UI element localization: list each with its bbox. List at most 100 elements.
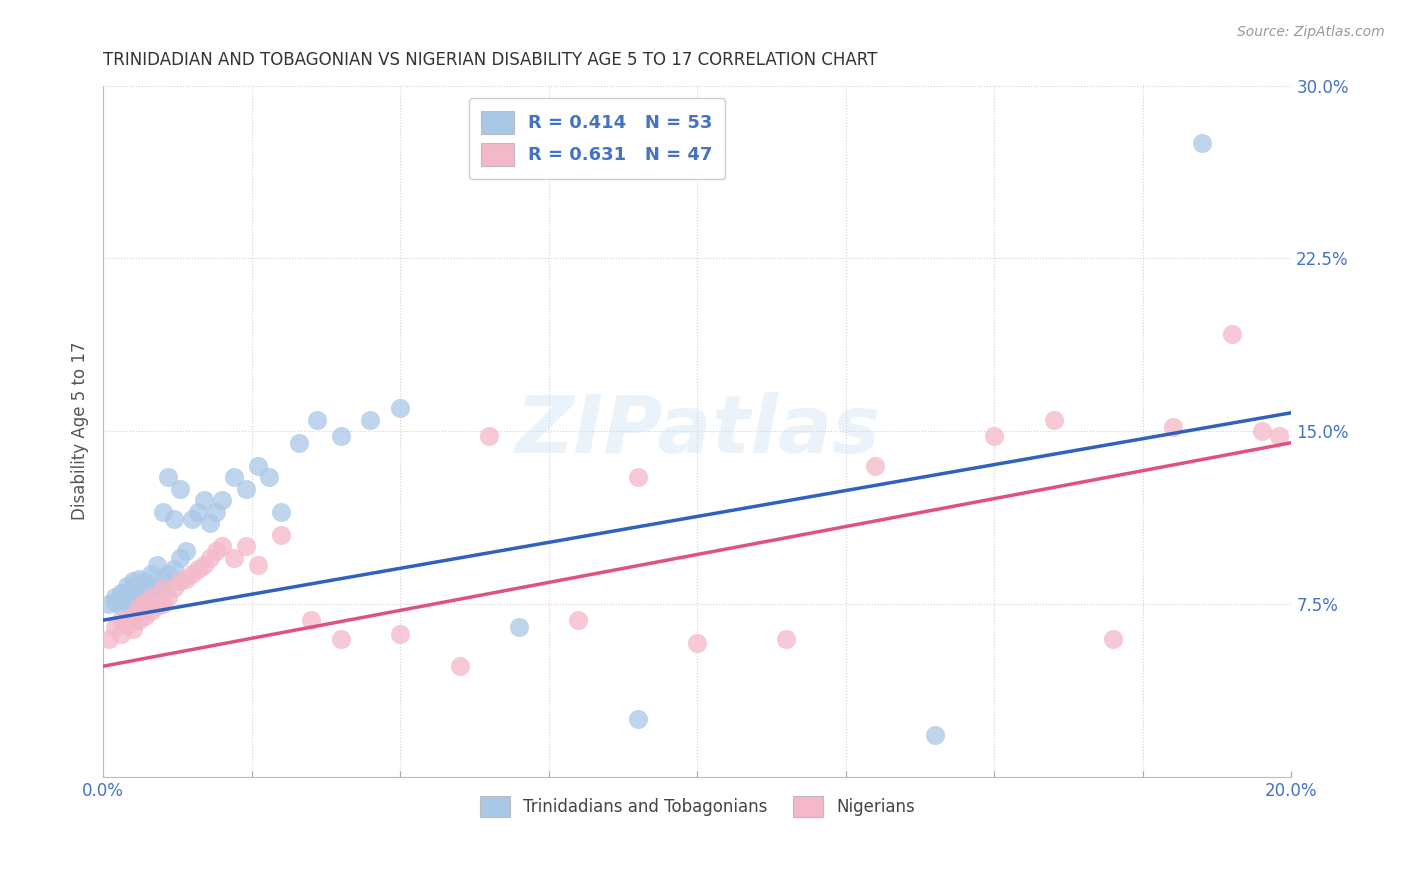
Point	[115, 578, 138, 592]
Point	[176, 544, 198, 558]
Point	[205, 544, 228, 558]
Point	[110, 627, 132, 641]
Point	[193, 493, 215, 508]
Point	[389, 401, 412, 416]
Point	[139, 581, 162, 595]
Point	[1220, 327, 1243, 342]
Point	[169, 550, 191, 565]
Point	[145, 581, 167, 595]
Point	[134, 574, 156, 588]
Point	[329, 632, 352, 646]
Point	[163, 512, 186, 526]
Point	[121, 574, 143, 588]
Point	[98, 632, 121, 646]
Point	[152, 597, 174, 611]
Point	[139, 604, 162, 618]
Point	[115, 617, 138, 632]
Point	[211, 493, 233, 508]
Point	[235, 540, 257, 554]
Text: Source: ZipAtlas.com: Source: ZipAtlas.com	[1237, 25, 1385, 39]
Point	[139, 590, 162, 604]
Point	[139, 567, 162, 582]
Point	[169, 482, 191, 496]
Point	[924, 728, 946, 742]
Point	[152, 574, 174, 588]
Legend: Trinidadians and Tobagonians, Nigerians: Trinidadians and Tobagonians, Nigerians	[474, 789, 921, 824]
Point	[115, 585, 138, 599]
Point	[104, 595, 127, 609]
Point	[1268, 429, 1291, 443]
Point	[270, 505, 292, 519]
Point	[288, 435, 311, 450]
Point	[865, 458, 887, 473]
Point	[359, 412, 381, 426]
Point	[627, 712, 650, 726]
Point	[983, 429, 1005, 443]
Point	[1161, 419, 1184, 434]
Point	[128, 599, 150, 614]
Point	[305, 412, 328, 426]
Point	[104, 590, 127, 604]
Point	[1191, 136, 1213, 150]
Point	[1102, 632, 1125, 646]
Point	[198, 516, 221, 531]
Point	[187, 505, 209, 519]
Point	[270, 528, 292, 542]
Point	[157, 470, 180, 484]
Point	[329, 429, 352, 443]
Point	[128, 613, 150, 627]
Point	[145, 558, 167, 572]
Point	[222, 550, 245, 565]
Point	[121, 597, 143, 611]
Point	[686, 636, 709, 650]
Point	[198, 550, 221, 565]
Point	[211, 540, 233, 554]
Text: ZIPatlas: ZIPatlas	[515, 392, 880, 470]
Point	[110, 592, 132, 607]
Point	[115, 595, 138, 609]
Point	[299, 613, 322, 627]
Point	[128, 572, 150, 586]
Point	[152, 581, 174, 595]
Point	[246, 458, 269, 473]
Point	[98, 597, 121, 611]
Point	[110, 599, 132, 614]
Point	[121, 608, 143, 623]
Point	[134, 608, 156, 623]
Point	[104, 620, 127, 634]
Point	[389, 627, 412, 641]
Point	[121, 581, 143, 595]
Point	[128, 599, 150, 614]
Point	[205, 505, 228, 519]
Point	[163, 562, 186, 576]
Point	[163, 581, 186, 595]
Point	[128, 590, 150, 604]
Point	[157, 590, 180, 604]
Point	[134, 585, 156, 599]
Point	[176, 572, 198, 586]
Point	[235, 482, 257, 496]
Point	[478, 429, 501, 443]
Point	[181, 512, 204, 526]
Point	[627, 470, 650, 484]
Point	[110, 585, 132, 599]
Point	[152, 505, 174, 519]
Point	[193, 558, 215, 572]
Point	[128, 581, 150, 595]
Point	[222, 470, 245, 484]
Point	[1042, 412, 1064, 426]
Point	[567, 613, 589, 627]
Point	[169, 574, 191, 588]
Point	[134, 595, 156, 609]
Point	[134, 595, 156, 609]
Point	[187, 562, 209, 576]
Point	[110, 613, 132, 627]
Point	[181, 567, 204, 582]
Text: TRINIDADIAN AND TOBAGONIAN VS NIGERIAN DISABILITY AGE 5 TO 17 CORRELATION CHART: TRINIDADIAN AND TOBAGONIAN VS NIGERIAN D…	[103, 51, 877, 69]
Point	[246, 558, 269, 572]
Point	[775, 632, 797, 646]
Y-axis label: Disability Age 5 to 17: Disability Age 5 to 17	[72, 342, 89, 520]
Point	[121, 623, 143, 637]
Point	[449, 659, 471, 673]
Point	[121, 588, 143, 602]
